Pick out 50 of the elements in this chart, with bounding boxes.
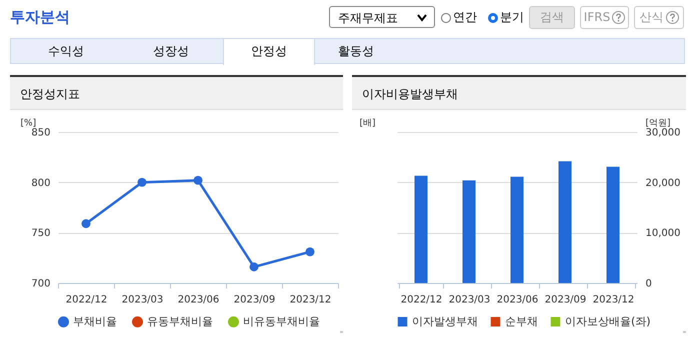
text: 성장성 <box>152 43 190 60</box>
y-tick-label: 700 <box>31 278 50 290</box>
text: 분기 <box>500 9 524 26</box>
bar <box>606 166 620 283</box>
legend-label: 순부채 <box>505 314 538 328</box>
point <box>138 178 146 187</box>
bar <box>414 176 428 283</box>
text: 연간 <box>453 9 477 26</box>
x-tick-label: 2023/03 <box>448 294 490 306</box>
y-axis-title: [배] <box>360 118 376 128</box>
y-tick-label: 850 <box>31 128 50 138</box>
legend-label: 이자발생부채 <box>412 314 478 328</box>
bar <box>462 180 476 283</box>
x-tick-label: 2023/06 <box>178 294 220 306</box>
text: 활동성 <box>337 43 375 60</box>
bar <box>558 161 572 283</box>
text: 검색 <box>529 6 575 29</box>
x-tick-label: 2022/12 <box>400 294 442 306</box>
x-tick-label: 2022/12 <box>66 294 108 306</box>
x-tick-label: 2023/12 <box>290 294 332 306</box>
point <box>306 247 314 256</box>
text: 산식 <box>640 9 664 26</box>
legend-label: 이자보상배율(좌) <box>565 314 651 328</box>
point <box>82 219 90 228</box>
legend-label: 유동부채비율 <box>147 314 213 328</box>
x-tick-label: 2023/09 <box>234 294 276 306</box>
text: 수익성 <box>47 43 85 60</box>
y-tick-label: 800 <box>31 178 50 189</box>
legend-label: 부채비율 <box>73 314 117 328</box>
y-tick-label: 750 <box>31 228 50 240</box>
text: 주재무제표 <box>329 6 435 28</box>
legend-label: 비유동부채비율 <box>243 314 320 328</box>
y2-tick-label: 0 <box>646 278 652 290</box>
y2-axis-title: [억원] <box>646 118 671 128</box>
x-tick-label: 2023/03 <box>122 294 164 306</box>
text: IFRS <box>584 9 610 26</box>
x-tick-label: 2023/09 <box>544 294 586 306</box>
point <box>194 176 202 185</box>
text: 투자분석 <box>10 8 70 27</box>
x-tick-label: 2023/12 <box>592 294 634 306</box>
chart-title: 안정성지표 <box>10 77 343 110</box>
bar <box>510 176 524 283</box>
y2-tick-label: 20,000 <box>646 178 680 189</box>
y2-tick-label: 30,000 <box>646 128 680 138</box>
y2-tick-label: 10,000 <box>646 228 680 240</box>
y-axis-title: [%] <box>20 118 36 128</box>
chart-title: 이자비용발생부채 <box>352 77 686 110</box>
x-tick-label: 2023/06 <box>496 294 538 306</box>
text: 안정성 <box>223 38 315 65</box>
point <box>250 262 258 272</box>
